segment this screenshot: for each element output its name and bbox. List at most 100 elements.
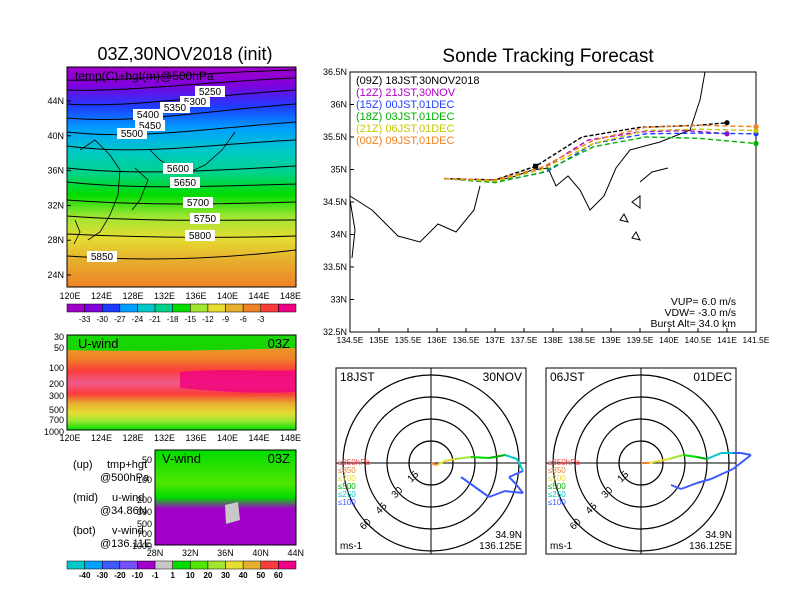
hodograph-segment (706, 452, 722, 460)
track-endpoint (753, 140, 759, 147)
contour-label-bg (183, 197, 213, 208)
colorbar-tick: -3 (257, 315, 265, 324)
vwind-lat-labels: 28N 32N 36N 40N 44N (147, 548, 304, 558)
x-tick-label: 139.5E (627, 335, 654, 345)
vwind-plevel: 200 (137, 495, 152, 505)
track-legend-entry: (09Z) 18JST,30NOV2018 (356, 75, 480, 87)
hodograph-segment (670, 484, 682, 490)
vwind-lat-label: 44N (288, 548, 305, 558)
x-tick-label: 141E (717, 335, 737, 345)
x-tick-label: 136.5E (453, 335, 480, 345)
contour-label-bg (133, 109, 163, 120)
contour-label: 5850 (91, 252, 114, 263)
track-param: VDW= -3.0 m/s (665, 307, 736, 319)
track-legend-entry: (12Z) 21JST,30NOV (356, 87, 456, 99)
hodograph-lat: 34.9N (495, 530, 522, 541)
x-tick-label: 135.5E (395, 335, 422, 345)
colorbar-tick: 60 (274, 571, 283, 580)
contour-label-bg (190, 213, 220, 224)
x-tick-label: 135E (369, 335, 389, 345)
hodograph-lon: 136.125E (689, 541, 732, 552)
map-lat-label: 24N (47, 270, 64, 280)
track-coastline (349, 71, 706, 259)
hodograph-segment (732, 454, 752, 470)
chart-title: Sonde Tracking Forecast (442, 46, 654, 67)
hodograph-segment (658, 458, 670, 462)
contour-label-bg (117, 128, 147, 139)
colorbar-swatch (84, 303, 103, 313)
map-lon-label: 144E (248, 291, 269, 301)
track-legend-entry: (00Z) 09JST,01DEC (356, 135, 454, 147)
colorbar-swatch (242, 560, 262, 570)
note-key: (up) (73, 459, 93, 471)
hodograph-segment (508, 470, 524, 478)
uwind-lon-labels: 120E 124E 128E 132E 136E 140E 144E 148E (59, 433, 301, 443)
uwind-label: U-wind (78, 336, 118, 351)
note-key: (mid) (73, 492, 98, 504)
colorbar-tick: -12 (202, 315, 214, 324)
hodograph-segment (696, 456, 708, 460)
hodograph-legend-entry: ≤700 (338, 474, 356, 483)
contour-label-bg (87, 251, 117, 262)
x-tick-label: 140E (659, 335, 679, 345)
track-param: Burst Alt= 34.0 km (651, 318, 737, 330)
map-lat-labels: 44N 40N 36N 32N 28N 24N (47, 96, 71, 280)
vwind-label: V-wind (162, 451, 201, 466)
colorbar-swatch (190, 303, 209, 313)
vwind-plevel: 50 (142, 455, 152, 465)
temp-colorbar: -33 -30 -27 -24 -21 -18 -15 -12 -9 -6 -3 (66, 303, 297, 324)
colorbar-tick: -30 (96, 315, 108, 324)
colorbar-swatch (154, 560, 173, 570)
map-lat-label: 32N (47, 200, 64, 210)
uwind-plevel: 300 (49, 391, 64, 401)
track-legend-entry: (21Z) 06JST,01DEC (356, 123, 454, 135)
hodograph-time: 18JST (340, 370, 375, 384)
colorbar-swatch (137, 303, 156, 313)
colorbar-swatch (260, 560, 279, 570)
track-series-18Z (444, 136, 757, 184)
colorbar-swatch (137, 560, 156, 570)
vwind-time: 03Z (268, 451, 290, 466)
x-tick-label: 137E (485, 335, 505, 345)
track-axes: 134.5E 135E 135.5E 136E 136.5E 137E 137.5E 138E… (323, 67, 770, 345)
hodograph-legend-entry: ≤700 (548, 474, 566, 483)
vwind-lat-label: 36N (217, 548, 234, 558)
map-lat-label: 36N (47, 166, 64, 176)
note-line: @136.11E (100, 538, 151, 550)
x-tick-label: 138E (543, 335, 563, 345)
uwind-top-band (67, 335, 296, 351)
hodograph-segment (682, 454, 698, 458)
colorbar-tick: -30 (96, 571, 108, 580)
vwind-field (155, 450, 296, 545)
track-series-00Z (444, 124, 757, 181)
vwind-plevel: 700 (137, 529, 152, 539)
track-frame (349, 71, 757, 333)
colorbar-tick: 50 (256, 571, 265, 580)
uwind-lon-label: 124E (91, 433, 112, 443)
colorbar-swatch (154, 303, 173, 313)
colorbar-tick: -21 (149, 315, 161, 324)
hodograph-legend-entry: ≤850 (338, 466, 356, 475)
hodograph-segment (668, 454, 684, 460)
track-legend: (09Z) 18JST,30NOV2018(12Z) 21JST,30NOV(1… (356, 75, 480, 147)
map-lat-label: 28N (47, 235, 64, 245)
track-lines (444, 120, 759, 184)
map-lon-label: 136E (185, 291, 206, 301)
wind-colorbar: -40 -30 -20 -10 -1 1 10 20 30 40 50 60 (66, 560, 297, 580)
colorbar-tick: 40 (239, 571, 248, 580)
vwind-frame (154, 449, 297, 546)
track-endpoint (753, 124, 759, 130)
colorbar-swatch (278, 560, 297, 570)
y-tick-label: 34N (330, 230, 347, 240)
contour-label: 5250 (199, 87, 222, 98)
colorbar-tick: -33 (79, 315, 91, 324)
uwind-plevel: 700 (49, 415, 64, 425)
vwind-plevel: 100 (137, 475, 152, 485)
map-frame (66, 66, 297, 288)
uwind-lon-label: 128E (122, 433, 143, 443)
hodograph-legend-entry: ≤500 (548, 482, 566, 491)
